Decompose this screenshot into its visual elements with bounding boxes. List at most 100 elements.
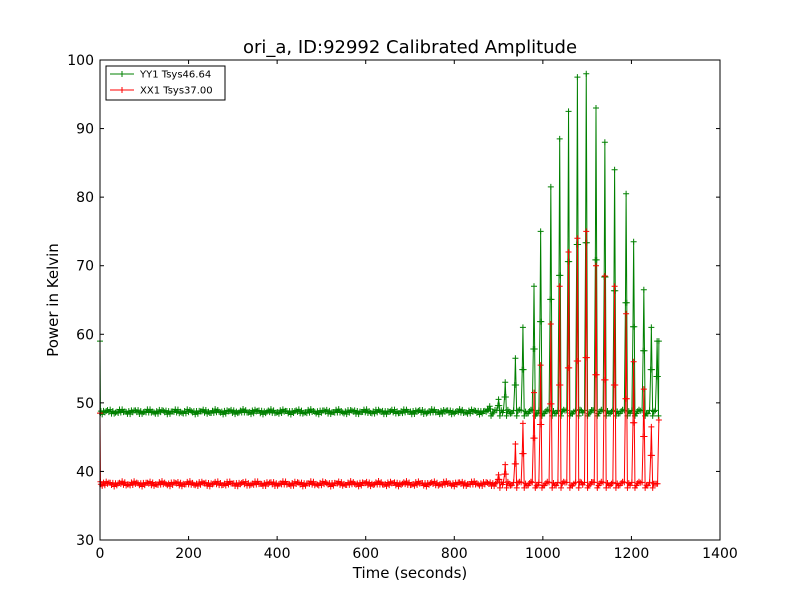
series-1-point-393	[593, 371, 600, 378]
series-1-point-381	[581, 479, 588, 486]
series-1-point-295	[487, 479, 494, 486]
series-1-point-206	[368, 480, 375, 487]
series-0-point-385	[583, 70, 590, 77]
series-0-point-441	[644, 410, 651, 417]
series-1-point-72	[190, 481, 197, 488]
series-0-point-119	[253, 408, 260, 415]
series-1-point-242	[416, 480, 423, 487]
series-1-point-224	[392, 482, 399, 489]
series-1-point-171	[322, 479, 329, 486]
series-0-point-148	[291, 408, 298, 415]
series-1-point-17	[117, 480, 124, 487]
series-0-point-419	[621, 407, 628, 414]
series-0-point-244	[419, 407, 426, 414]
series-0-point-361	[556, 135, 563, 142]
series-1-point-359	[556, 283, 563, 290]
series-0-point-321	[513, 382, 520, 389]
series-1-point-420	[623, 395, 630, 402]
series-0-point-272	[456, 406, 463, 413]
x-tick-label-0: 0	[96, 546, 105, 562]
series-0-point-129	[266, 409, 273, 416]
series-0-point-67	[184, 406, 191, 413]
series-1-point-111	[242, 478, 249, 485]
series-0-point-359	[554, 407, 561, 414]
series-0-point-186	[342, 408, 349, 415]
series-1-point-325	[519, 420, 526, 427]
series-1-point-340	[535, 479, 542, 486]
series-1-point-204	[366, 479, 373, 486]
series-1-point-175	[327, 483, 334, 490]
series-0-point-130	[267, 406, 274, 413]
series-0-point-411	[611, 166, 618, 173]
series-1-point-190	[347, 478, 354, 485]
series-1-point-365	[563, 479, 570, 486]
series-1-point-440	[646, 479, 653, 486]
series-1-point-228	[398, 481, 405, 488]
series-markers-0	[97, 70, 662, 419]
series-0-point-417	[618, 408, 625, 415]
x-tick-label-5: 1000	[525, 546, 561, 562]
series-1-point-424	[628, 479, 635, 486]
series-0-point-328	[520, 366, 527, 373]
series-1-point-352	[548, 400, 555, 407]
y-tick-label-0: 30	[76, 533, 94, 549]
series-0-point-322	[513, 412, 520, 419]
series-1-point-196	[355, 483, 362, 490]
series-1-point-286	[475, 481, 482, 488]
series-1-point-390	[591, 479, 598, 486]
series-0-point-327	[519, 324, 526, 331]
x-tick-label-4: 800	[441, 546, 468, 562]
series-1-point-326	[520, 450, 527, 457]
series-0-point-349	[542, 408, 549, 415]
series-1-point-347	[542, 480, 549, 487]
y-tick-label-7: 100	[67, 53, 94, 69]
series-1-point-236	[408, 481, 415, 488]
series-1-point-384	[583, 354, 590, 361]
series-1-point-407	[609, 479, 616, 486]
legend-box	[105, 65, 226, 101]
series-1-point-367	[565, 249, 572, 255]
series-0-point-375	[572, 407, 579, 414]
series-0-point-237	[410, 408, 417, 415]
series-1-point-202	[363, 478, 370, 485]
series-0-point-266	[448, 411, 455, 418]
series-0-point-258	[438, 407, 444, 414]
series-0-point-174	[326, 407, 333, 414]
series-1-point-89	[213, 481, 220, 488]
series-1-point-260	[440, 478, 447, 485]
y-axis-label: Power in Kelvin	[44, 243, 62, 357]
series-1-point-108	[238, 480, 245, 487]
series-0-point-51	[162, 407, 169, 414]
series-0-point-334	[527, 406, 534, 413]
series-0-point-275	[460, 409, 467, 416]
series-1-point-349	[546, 479, 553, 486]
x-tick-label-2: 400	[264, 546, 291, 562]
series-1-point-253	[431, 478, 438, 485]
x-axis-label: Time (seconds)	[352, 564, 468, 582]
series-0-point-453	[655, 338, 662, 345]
series-1-point-185	[341, 480, 348, 487]
series-1-point-338	[533, 482, 540, 489]
series-0-point-149	[293, 407, 300, 414]
series-0-point-6	[103, 407, 110, 414]
series-0-point-184	[339, 409, 346, 416]
series-1-point-357	[554, 479, 561, 486]
series-1-point-51	[162, 481, 169, 488]
series-1-point-307	[500, 479, 507, 486]
series-0-point-395	[593, 256, 600, 263]
series-1-point-436	[641, 433, 648, 440]
series-1-point-218	[384, 479, 391, 486]
series-1-point-26	[129, 481, 136, 488]
series-0-point-201	[362, 409, 369, 416]
y-tick-label-2: 50	[76, 396, 94, 412]
series-0-point-195	[354, 408, 361, 415]
legend-label-1: XX1 Tsys37.00	[140, 86, 213, 97]
series-0-point-87	[210, 409, 217, 416]
series-0-point-448	[652, 407, 659, 414]
series-1-point-406	[608, 480, 615, 487]
series-0-point-320	[512, 355, 519, 362]
ticks-layer: 0 200 400 600 800 1000 1200 1400 30 40 50 60 70 80 90 1…	[67, 53, 738, 562]
series-1-point-331	[526, 480, 533, 487]
series-markers-1	[97, 228, 662, 491]
series-0-point-402	[601, 139, 608, 146]
